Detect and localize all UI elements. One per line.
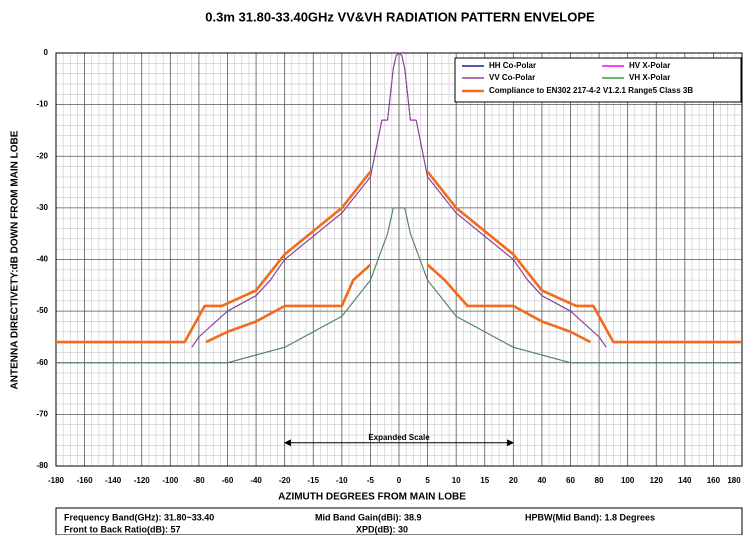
series-line bbox=[191, 52, 607, 348]
legend-label: VV Co-Polar bbox=[489, 73, 535, 82]
x-tick-label: -20 bbox=[279, 476, 291, 485]
x-tick-label: 15 bbox=[480, 476, 489, 485]
y-tick-label: -70 bbox=[36, 409, 48, 418]
footer-text: Frequency Band(GHz): 31.80~33.40 bbox=[64, 512, 214, 522]
x-tick-label: -40 bbox=[250, 476, 262, 485]
legend-label: VH X-Polar bbox=[629, 73, 670, 82]
footer-text: Mid Band Gain(dBi): 38.9 bbox=[315, 512, 422, 522]
x-tick-label: 100 bbox=[621, 476, 635, 485]
legend-label: HH Co-Polar bbox=[489, 61, 536, 70]
series-line bbox=[426, 263, 592, 344]
annotation-text: Expanded Scale bbox=[368, 433, 430, 442]
x-tick-label: 5 bbox=[425, 476, 430, 485]
x-tick-label: -60 bbox=[222, 476, 234, 485]
y-tick-label: 0 bbox=[44, 48, 49, 57]
y-tick-label: -40 bbox=[36, 255, 48, 264]
x-tick-label: 20 bbox=[509, 476, 518, 485]
x-tick-label: -140 bbox=[105, 476, 122, 485]
x-tick-label: 0 bbox=[397, 476, 402, 485]
x-tick-label: 40 bbox=[537, 476, 546, 485]
x-axis-label: AZIMUTH DEGREES FROM MAIN LOBE bbox=[278, 492, 466, 503]
legend-label: Compliance to EN302 217-4-2 V1.2.1 Range… bbox=[489, 86, 693, 95]
legend-box bbox=[454, 57, 742, 103]
x-tick-label: -120 bbox=[134, 476, 151, 485]
footer-text: Front to Back Ratio(dB): 57 bbox=[64, 524, 181, 534]
x-tick-label: 10 bbox=[452, 476, 461, 485]
footer-text: HPBW(Mid Band): 1.8 Degrees bbox=[525, 512, 655, 522]
legend-label: HV X-Polar bbox=[629, 61, 670, 70]
x-tick-label: 60 bbox=[566, 476, 575, 485]
footer-box bbox=[55, 507, 743, 535]
x-tick-label: 120 bbox=[650, 476, 664, 485]
x-tick-label: -80 bbox=[193, 476, 205, 485]
x-tick-label: -5 bbox=[367, 476, 375, 485]
x-tick-label: -180 bbox=[48, 476, 65, 485]
y-tick-label: -80 bbox=[36, 461, 48, 470]
chart-title: 0.3m 31.80-33.40GHz VV&VH RADIATION PATT… bbox=[205, 9, 595, 24]
y-tick-label: -50 bbox=[36, 306, 48, 315]
x-tick-label: 140 bbox=[678, 476, 692, 485]
y-axis-label: ANTENNA DIRECTIVETY:dB DOWN FROM MAIN LO… bbox=[10, 130, 21, 389]
y-tick-label: -60 bbox=[36, 358, 48, 367]
series-line bbox=[56, 170, 372, 344]
footer-text: XPD(dB): 30 bbox=[356, 524, 408, 534]
x-tick-label: -10 bbox=[336, 476, 348, 485]
series-line bbox=[205, 263, 372, 344]
x-tick-label: 80 bbox=[595, 476, 604, 485]
y-tick-label: -20 bbox=[36, 151, 48, 160]
series-line bbox=[56, 207, 742, 364]
series-line bbox=[426, 170, 742, 344]
x-tick-label: -15 bbox=[307, 476, 319, 485]
x-tick-label: 180 bbox=[727, 476, 741, 485]
y-tick-label: -10 bbox=[36, 100, 48, 109]
y-tick-label: -30 bbox=[36, 203, 48, 212]
x-tick-label: -100 bbox=[162, 476, 179, 485]
x-tick-label: 160 bbox=[707, 476, 721, 485]
x-tick-label: -160 bbox=[77, 476, 94, 485]
